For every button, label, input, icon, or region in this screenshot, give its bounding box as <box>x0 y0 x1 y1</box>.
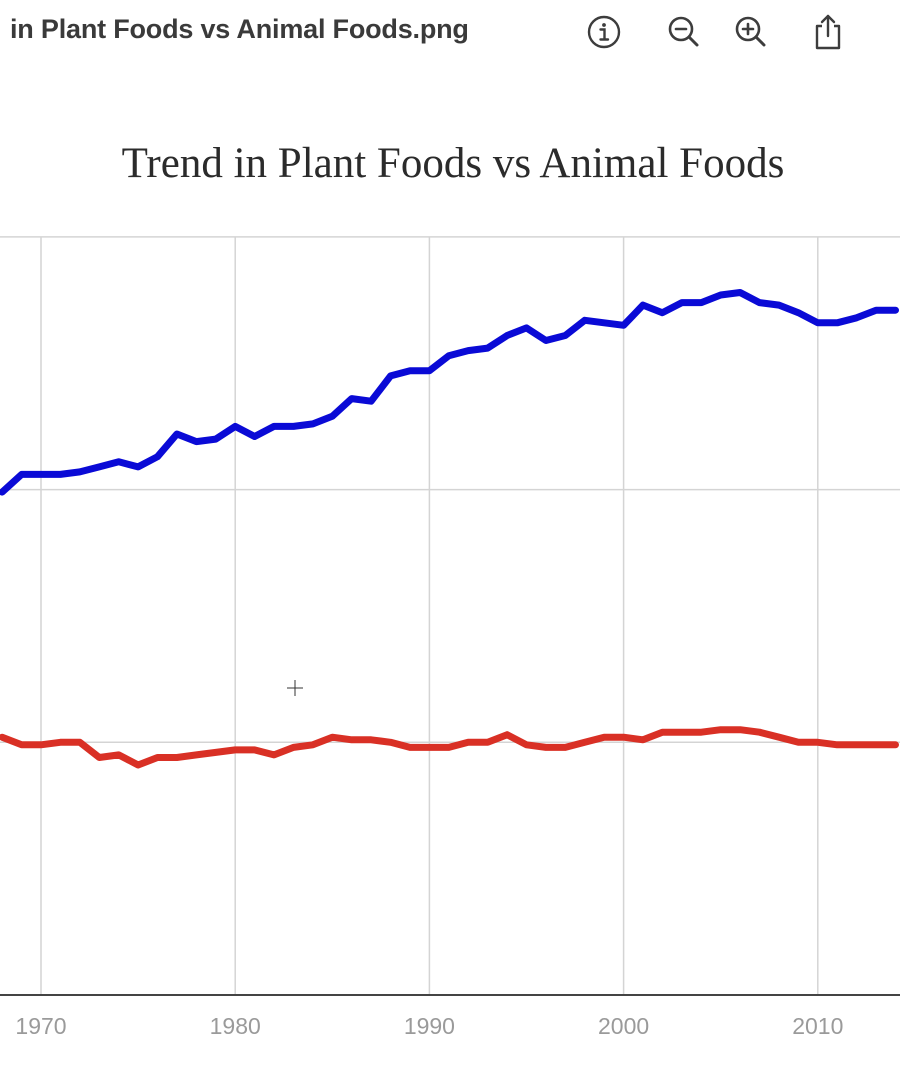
x-tick-label: 1980 <box>210 1013 261 1039</box>
grid <box>0 236 900 995</box>
series-group <box>0 289 899 769</box>
series-line-1 <box>0 289 899 496</box>
x-tick-label: 1990 <box>404 1013 455 1039</box>
x-tick-label: 1970 <box>15 1013 66 1039</box>
zoom-in-icon[interactable] <box>731 10 771 54</box>
title-bar: in Plant Foods vs Animal Foods.png <box>0 0 900 66</box>
chart-title: Trend in Plant Foods vs Animal Foods <box>122 140 785 187</box>
series-line-2 <box>0 726 899 769</box>
zoom-out-icon[interactable] <box>664 10 704 54</box>
x-tick-label: 2000 <box>598 1013 649 1039</box>
share-icon[interactable] <box>808 10 848 54</box>
x-tick-label: 2010 <box>792 1013 843 1039</box>
x-axis: 1970 1980 1990 2000 2010 <box>0 994 900 1039</box>
crosshair-cursor-icon <box>287 680 303 696</box>
window-title: in Plant Foods vs Animal Foods.png <box>10 14 469 44</box>
info-icon[interactable] <box>584 10 624 54</box>
